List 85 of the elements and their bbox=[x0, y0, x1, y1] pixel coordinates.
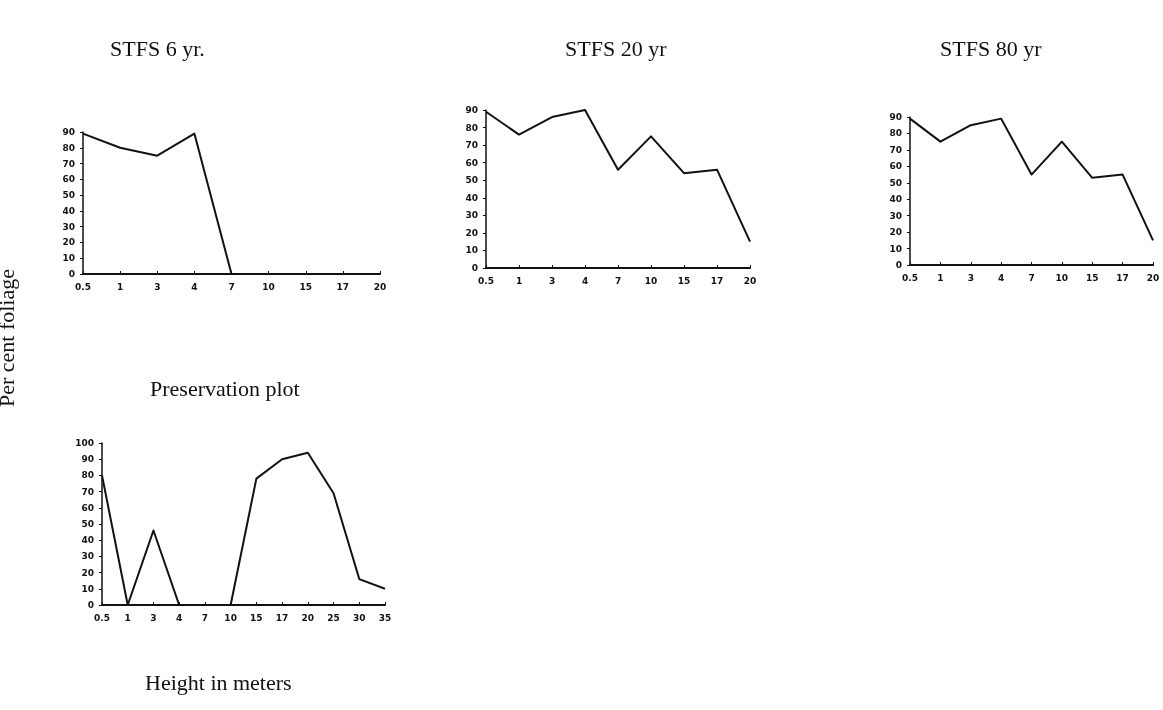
x-tick-label: 35 bbox=[378, 612, 392, 623]
x-tick-label: 15 bbox=[250, 612, 263, 623]
y-tick-label: 20 bbox=[81, 567, 94, 578]
y-tick-label: 70 bbox=[62, 158, 75, 169]
y-tick-label: 70 bbox=[889, 144, 902, 155]
x-tick-label: 3 bbox=[154, 281, 161, 292]
y-tick-label: 0 bbox=[471, 263, 478, 273]
x-tick-label: 7 bbox=[1028, 272, 1035, 283]
y-tick-label: 40 bbox=[81, 535, 94, 546]
x-tick-label: 17 bbox=[710, 275, 724, 286]
y-tick-label: 80 bbox=[889, 128, 902, 139]
x-tick-label: 10 bbox=[644, 275, 658, 286]
x-tick-label: 15 bbox=[677, 275, 691, 286]
x-tick-label: 10 bbox=[1055, 272, 1069, 283]
y-tick-label: 90 bbox=[81, 454, 94, 465]
y-tick-label: 60 bbox=[81, 502, 94, 513]
y-tick-label: 80 bbox=[81, 470, 94, 481]
x-tick-label: 17 bbox=[1116, 272, 1129, 283]
x-tick-label: 20 bbox=[373, 281, 387, 292]
x-tick-label: 20 bbox=[1146, 272, 1160, 283]
y-tick-label: 40 bbox=[465, 192, 478, 203]
x-tick-label: 7 bbox=[614, 275, 622, 286]
x-tick-label: 1 bbox=[515, 275, 523, 286]
y-tick-label: 50 bbox=[81, 519, 94, 529]
y-tick-label: 20 bbox=[62, 237, 75, 248]
y-tick-label: 10 bbox=[889, 243, 902, 254]
x-tick-label: 4 bbox=[997, 272, 1005, 283]
y-tick-label: 0 bbox=[895, 260, 902, 270]
x-tick-label: 30 bbox=[353, 612, 366, 623]
x-tick-label: 0.5 bbox=[75, 281, 91, 292]
x-tick-label: 4 bbox=[176, 612, 183, 623]
x-tick-label: 17 bbox=[275, 612, 289, 623]
x-tick-label: 4 bbox=[191, 281, 198, 292]
y-tick-label: 90 bbox=[465, 105, 478, 115]
y-tick-label: 40 bbox=[62, 205, 75, 216]
x-tick-label: 1 bbox=[124, 612, 131, 623]
x-tick-label: 0.5 bbox=[902, 272, 918, 283]
chart-title: Preservation plot bbox=[150, 375, 300, 401]
x-tick-label: 7 bbox=[228, 281, 235, 292]
chart-title: STFS 6 yr. bbox=[110, 35, 205, 61]
x-axis-title: Height in meters bbox=[145, 670, 292, 696]
x-tick-label: 4 bbox=[581, 275, 589, 286]
y-tick-label: 20 bbox=[465, 227, 478, 238]
x-tick-label: 1 bbox=[116, 281, 124, 292]
y-tick-label: 0 bbox=[87, 600, 94, 610]
y-tick-label: 30 bbox=[465, 210, 478, 221]
y-tick-label: 70 bbox=[465, 140, 478, 151]
x-tick-label: 3 bbox=[548, 275, 556, 286]
y-tick-label: 10 bbox=[465, 245, 478, 256]
y-tick-label: 30 bbox=[889, 210, 902, 221]
y-tick-label: 20 bbox=[889, 227, 902, 238]
chart-title: STFS 20 yr bbox=[565, 35, 668, 61]
chart-title: STFS 80 yr bbox=[940, 35, 1043, 61]
y-tick-label: 10 bbox=[62, 253, 75, 264]
x-tick-label: 3 bbox=[150, 612, 157, 623]
y-tick-label: 50 bbox=[62, 190, 75, 201]
y-tick-label: 90 bbox=[889, 112, 902, 122]
y-tick-label: 80 bbox=[62, 142, 75, 153]
x-tick-label: 20 bbox=[743, 275, 757, 286]
y-tick-label: 10 bbox=[81, 583, 94, 594]
x-tick-label: 0.5 bbox=[478, 275, 494, 286]
y-tick-label: 100 bbox=[75, 438, 94, 448]
y-tick-label: 50 bbox=[889, 177, 902, 188]
x-tick-label: 0.5 bbox=[94, 612, 110, 623]
x-tick-label: 15 bbox=[299, 281, 313, 292]
y-tick-label: 80 bbox=[465, 122, 478, 133]
y-tick-label: 60 bbox=[889, 161, 902, 172]
y-tick-label: 0 bbox=[68, 269, 75, 279]
x-tick-label: 1 bbox=[937, 272, 944, 283]
x-tick-label: 10 bbox=[224, 612, 237, 623]
y-tick-label: 60 bbox=[465, 157, 478, 168]
y-tick-label: 90 bbox=[62, 127, 75, 137]
x-tick-label: 20 bbox=[301, 612, 315, 623]
y-tick-label: 30 bbox=[62, 221, 75, 232]
y-tick-label: 30 bbox=[81, 551, 94, 562]
y-tick-label: 60 bbox=[62, 174, 75, 185]
x-tick-label: 7 bbox=[201, 612, 209, 623]
x-tick-label: 10 bbox=[262, 281, 275, 292]
x-tick-label: 17 bbox=[336, 281, 350, 292]
y-tick-label: 70 bbox=[81, 486, 94, 497]
x-tick-label: 25 bbox=[327, 612, 340, 623]
y-tick-label: 50 bbox=[465, 175, 478, 186]
y-tick-label: 40 bbox=[889, 194, 902, 205]
x-tick-label: 3 bbox=[967, 272, 974, 283]
x-tick-label: 15 bbox=[1085, 272, 1099, 283]
